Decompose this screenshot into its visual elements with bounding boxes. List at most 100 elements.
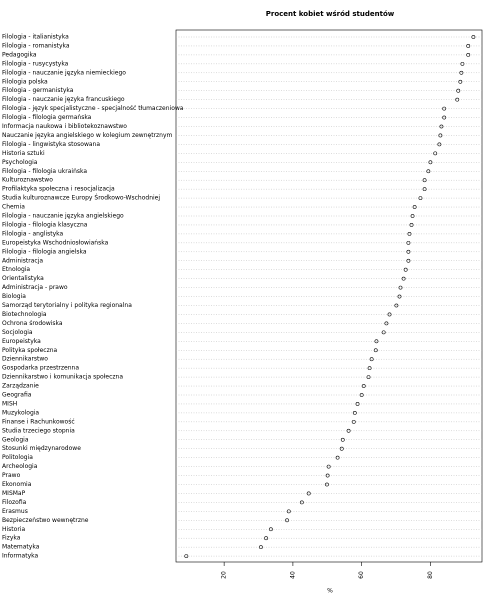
row-label: Bezpieczeństwo wewnętrzne	[2, 517, 89, 524]
row-label: Fizyka	[2, 535, 21, 542]
row-label: Filologia polska	[2, 78, 48, 85]
dot	[428, 160, 433, 165]
dot	[268, 527, 273, 532]
row-label: Filologia - filologia angielska	[2, 248, 87, 255]
row-label: Polityka społeczna	[2, 347, 58, 354]
dot	[418, 196, 423, 201]
row-label: Filologia - lingwistyka stosowana	[2, 141, 100, 148]
row-label: Informacja naukowa i bibliotekoznawstwo	[2, 123, 127, 130]
row-label: Matematyka	[2, 544, 40, 551]
dot	[439, 124, 444, 129]
dot	[264, 536, 268, 541]
row-label: Geografia	[2, 392, 32, 399]
row-label: Profilaktyka społeczna i resocjalizacja	[2, 186, 115, 193]
x-tick-label: 40	[289, 571, 296, 579]
dot	[471, 35, 476, 39]
dot	[409, 223, 414, 227]
row-label: Ochrona środowiska	[2, 320, 63, 327]
dot	[184, 554, 189, 559]
row-label: Europeistyka Wschodniosłowiańska	[2, 239, 109, 246]
row-label: Filologia - filologia klasyczna	[2, 221, 88, 228]
dot	[426, 169, 431, 174]
row-label: Dziennikarstwo	[2, 356, 48, 363]
dot	[374, 339, 379, 344]
dot	[355, 402, 360, 406]
row-label: Filologia - nauczanie języka francuskieg…	[2, 96, 125, 103]
dot	[369, 357, 374, 362]
row-label: Administracja - prawo	[2, 284, 68, 291]
row-label: Politologia	[2, 454, 33, 461]
row-label: MISH	[2, 400, 17, 407]
dot	[458, 79, 463, 84]
row-label: Historia sztuki	[2, 150, 45, 157]
dot	[351, 419, 356, 424]
row-label: Finanse i Rachunkowość	[2, 418, 75, 425]
row-label: Chemia	[2, 204, 25, 211]
row-label: Studia kulturoznawcze Europy Środkowo-Ws…	[2, 195, 160, 202]
row-label: Samorząd terytorialny i polityka regiona…	[2, 302, 132, 309]
row-label: Filologia - język specjalistyczne - spec…	[2, 105, 184, 112]
dot	[361, 384, 366, 388]
dot	[466, 44, 471, 48]
dot	[285, 518, 289, 523]
row-label: Studia trzeciego stopnia	[2, 427, 75, 434]
dot	[406, 258, 411, 263]
row-label: Filologia - romanistyka	[2, 42, 70, 49]
dot	[373, 348, 378, 353]
dot	[422, 187, 427, 192]
dot	[346, 428, 351, 433]
row-label: Filologia - germanistyka	[2, 87, 74, 94]
row-label: Biotechnologia	[2, 311, 47, 318]
row-label: Kulturoznawstwo	[2, 177, 53, 184]
chart-title: Procent kobiet wśród studentów	[266, 10, 395, 18]
row-label: Dziennikarstwo i komunikacja społeczna	[2, 374, 123, 381]
dot	[406, 240, 411, 245]
row-label: Filologia - rusycystyka	[2, 60, 69, 67]
dot	[352, 410, 357, 415]
row-label: Nauczanie języka angielskiego w kolegium…	[2, 132, 173, 139]
x-tick-label: 60	[358, 571, 365, 579]
dot	[412, 205, 417, 209]
dot	[459, 70, 464, 75]
dot	[407, 231, 412, 236]
dot	[406, 249, 411, 254]
dot	[433, 151, 438, 156]
row-label: Orientalistyka	[2, 275, 44, 282]
dot	[299, 500, 304, 505]
row-label: Gospodarka przestrzenna	[2, 365, 79, 372]
row-label: Pedagogika	[2, 51, 37, 58]
row-label: Filologia - anglistyka	[2, 230, 64, 237]
dot	[442, 115, 447, 120]
dot	[259, 545, 263, 550]
row-label: Filologia - filologia germańska	[2, 114, 92, 121]
dot	[306, 491, 311, 496]
row-label: Administracja	[2, 257, 43, 264]
dot	[359, 393, 364, 397]
row-label: Geologia	[2, 436, 29, 443]
dot	[442, 106, 447, 111]
row-label: Ekonomia	[2, 481, 32, 488]
row-label: Archeologia	[2, 463, 38, 470]
row-label: Socjologia	[2, 329, 33, 336]
dot	[326, 464, 331, 469]
dot	[367, 366, 372, 371]
x-tick-label: 80	[427, 571, 434, 579]
dot	[384, 321, 389, 326]
dot	[456, 88, 461, 93]
row-label: Europeistyka	[2, 338, 41, 345]
row-label: Filozofia	[2, 499, 27, 506]
row-label: Informatyka	[2, 553, 39, 560]
dot	[387, 312, 392, 317]
row-label: Filologia - nauczanie języka angielskieg…	[2, 213, 124, 220]
dot	[438, 133, 443, 138]
dot	[325, 482, 329, 487]
dot	[455, 97, 460, 102]
dot	[381, 330, 386, 335]
dot	[466, 53, 471, 57]
row-label: Etnologia	[2, 266, 30, 273]
row-label: Filologia - filologia ukraińska	[2, 168, 87, 175]
row-label: MISMaP	[2, 490, 26, 497]
row-label: Historia	[2, 526, 25, 533]
dot	[403, 267, 408, 272]
